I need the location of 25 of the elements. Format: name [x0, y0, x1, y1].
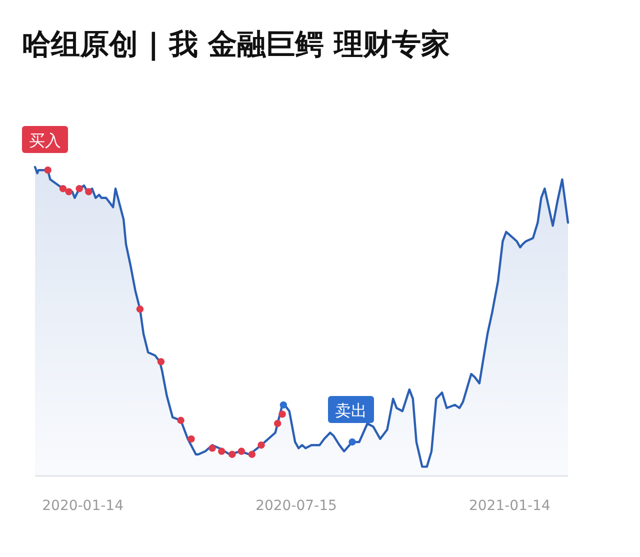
point — [248, 450, 256, 458]
point — [76, 185, 83, 192]
point — [136, 306, 144, 313]
point — [157, 358, 165, 366]
x-tick-label: 2020-07-15 — [256, 498, 337, 514]
point — [348, 438, 356, 446]
annotation: 卖出 — [335, 401, 367, 420]
point — [208, 444, 216, 452]
point — [59, 185, 67, 192]
point — [44, 166, 52, 174]
point — [274, 420, 282, 428]
text: 买入 — [29, 131, 61, 150]
x-tick-label: 2020-01-14 — [42, 498, 124, 514]
chart-title: 哈组原创 | 我 金融巨鳄 理财专家 — [22, 27, 450, 61]
point — [228, 450, 236, 458]
point — [238, 448, 246, 455]
point — [278, 410, 286, 418]
point — [218, 448, 226, 455]
point — [65, 188, 72, 196]
point — [177, 416, 184, 424]
point — [85, 188, 92, 196]
x-tick-label: 2021-01-14 — [468, 498, 550, 514]
point — [280, 401, 288, 409]
point — [188, 435, 195, 443]
point — [258, 442, 265, 449]
